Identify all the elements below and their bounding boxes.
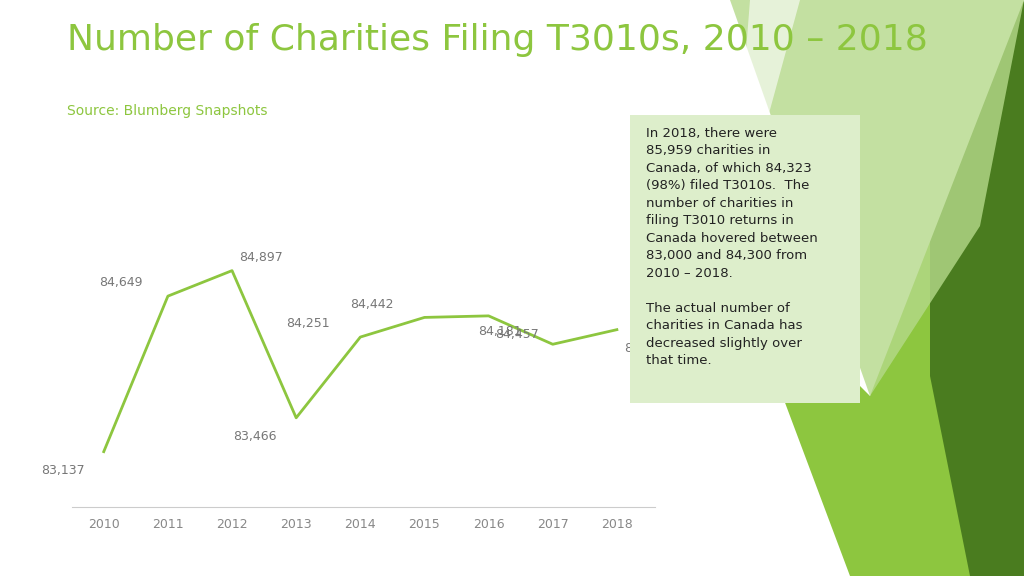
- Polygon shape: [930, 0, 1024, 576]
- Text: 84,442: 84,442: [350, 298, 394, 310]
- Text: 84,649: 84,649: [99, 276, 143, 289]
- Text: Number of Charities Filing T3010s, 2010 – 2018: Number of Charities Filing T3010s, 2010 …: [67, 23, 928, 57]
- Text: 84,181: 84,181: [478, 324, 522, 338]
- Polygon shape: [730, 0, 1024, 576]
- Text: 84,251: 84,251: [286, 317, 330, 331]
- Polygon shape: [730, 0, 800, 256]
- Text: 84,323: 84,323: [624, 342, 668, 355]
- Text: 84,897: 84,897: [239, 251, 283, 264]
- Text: 84,457: 84,457: [496, 328, 540, 341]
- Polygon shape: [730, 0, 1024, 396]
- Text: 83,137: 83,137: [41, 464, 84, 477]
- Text: 83,466: 83,466: [233, 430, 276, 443]
- Polygon shape: [730, 0, 1024, 396]
- Text: Source: Blumberg Snapshots: Source: Blumberg Snapshots: [67, 104, 267, 118]
- Text: In 2018, there were
85,959 charities in
Canada, of which 84,323
(98%) filed T301: In 2018, there were 85,959 charities in …: [646, 127, 817, 367]
